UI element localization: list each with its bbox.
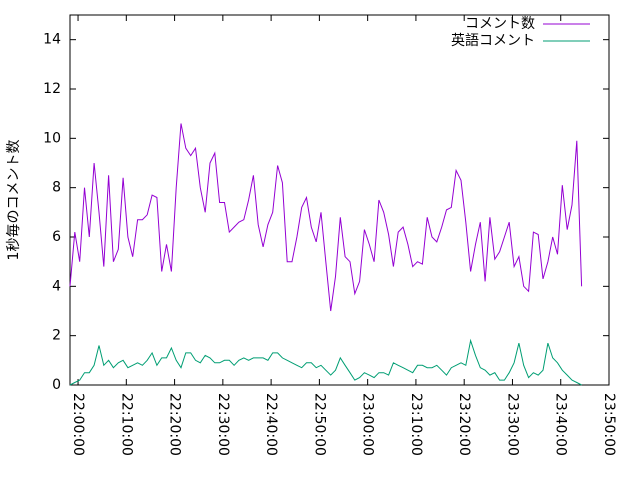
legend-label: 英語コメント xyxy=(451,32,535,49)
x-tick-label: 22:30:00 xyxy=(215,393,231,456)
x-tick-label: 23:20:00 xyxy=(456,393,472,456)
x-tick-label: 23:00:00 xyxy=(360,393,376,456)
y-tick-label: 6 xyxy=(52,229,61,245)
legend-label: コメント数 xyxy=(465,16,535,32)
x-tick-label: 22:00:00 xyxy=(70,393,86,456)
y-tick-label: 10 xyxy=(43,130,61,146)
y-tick-label: 4 xyxy=(52,278,61,294)
y-tick-label: 0 xyxy=(52,377,61,393)
y-tick-label: 2 xyxy=(52,328,61,344)
y-tick-label: 14 xyxy=(43,32,61,48)
y-tick-label: 8 xyxy=(52,180,61,196)
x-tick-label: 23:10:00 xyxy=(408,393,424,456)
series-line xyxy=(69,123,583,312)
y-axis-label: 1秒毎のコメント数 xyxy=(6,140,22,261)
y-tick-label: 12 xyxy=(43,81,61,97)
x-tick-label: 23:30:00 xyxy=(504,393,520,456)
x-tick-label: 22:40:00 xyxy=(263,393,279,456)
x-tick-label: 22:20:00 xyxy=(167,393,183,456)
x-tick-label: 22:10:00 xyxy=(118,393,134,456)
plot-frame xyxy=(69,14,610,386)
series-line xyxy=(69,338,582,386)
x-tick-label: 22:50:00 xyxy=(311,393,327,456)
x-tick-label: 23:40:00 xyxy=(553,393,569,456)
x-tick-label: 23:50:00 xyxy=(601,393,617,456)
